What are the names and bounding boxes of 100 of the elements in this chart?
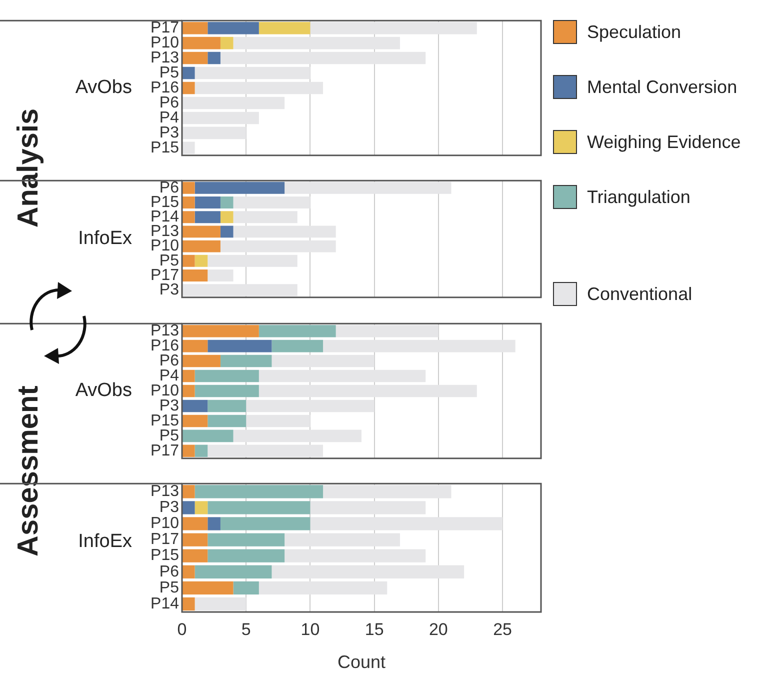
bar	[182, 240, 220, 252]
bar	[208, 444, 324, 457]
bar	[233, 196, 310, 209]
bar	[182, 182, 195, 194]
x-tick-label: 10	[300, 620, 320, 639]
y-tick-label: P3	[159, 396, 180, 414]
bar	[182, 22, 208, 34]
y-tick-label: P6	[159, 94, 180, 112]
bar	[194, 196, 220, 209]
bar	[233, 226, 336, 238]
bar	[220, 226, 234, 238]
y-axis-title: AvObs	[74, 77, 132, 100]
x-axis-title: Count	[337, 652, 386, 672]
bar	[182, 354, 220, 367]
bar	[182, 581, 234, 594]
bar	[220, 196, 234, 209]
bar	[208, 399, 246, 412]
y-tick-label: P15	[150, 547, 180, 564]
bar	[182, 196, 195, 209]
y-tick-label: P13	[150, 482, 180, 500]
bar	[182, 500, 195, 514]
bar	[182, 52, 208, 64]
y-tick-label: P5	[159, 426, 180, 444]
bar	[246, 399, 374, 412]
bar	[272, 354, 374, 367]
y-tick-label: P14	[150, 595, 180, 612]
bar	[258, 384, 477, 397]
y-tick-label: P6	[159, 563, 180, 580]
bar	[310, 22, 477, 34]
y-tick-label: P10	[150, 238, 180, 255]
bar	[284, 182, 452, 194]
bar	[194, 444, 208, 457]
bar	[194, 211, 220, 224]
bar	[182, 340, 208, 352]
y-tick-label: P15	[150, 412, 180, 429]
y-tick-label: P6	[159, 352, 180, 370]
bar	[208, 22, 259, 34]
legend-label: Conventional	[587, 284, 692, 304]
bar	[182, 255, 195, 268]
bar	[182, 66, 195, 80]
bar	[246, 414, 310, 427]
bar	[194, 565, 272, 578]
y-axis-title: InfoEx	[77, 228, 132, 250]
y-tick-label: P15	[150, 194, 180, 212]
y-tick-label: P10	[150, 514, 180, 532]
bar	[194, 484, 324, 498]
y-tick-label: P16	[150, 337, 180, 354]
y-tick-label: P3	[159, 124, 180, 142]
y-tick-label: P5	[159, 252, 180, 270]
bar	[233, 211, 298, 224]
bar	[208, 516, 220, 530]
bar	[220, 516, 310, 530]
bar	[336, 324, 438, 337]
bar	[258, 22, 310, 34]
bar	[258, 324, 336, 337]
bar	[194, 500, 208, 514]
y-tick-label: P13	[150, 49, 180, 66]
x-tick-label: 15	[364, 620, 384, 639]
bar	[323, 340, 516, 352]
x-tick-label: 20	[428, 620, 448, 639]
y-axis-title: AvObs	[74, 380, 132, 402]
y-tick-label: P13	[150, 223, 180, 240]
bar	[182, 142, 195, 154]
x-tick-label: 5	[241, 620, 251, 639]
bar	[194, 255, 208, 268]
y-tick-label: P4	[159, 367, 180, 384]
bar	[220, 354, 272, 367]
bar	[258, 369, 426, 382]
y-tick-label: P17	[150, 442, 180, 459]
y-tick-label: P5	[159, 64, 180, 82]
bar	[284, 532, 400, 546]
bar	[182, 429, 234, 442]
legend-label: Triangulation	[587, 186, 690, 208]
bar	[182, 444, 195, 457]
bar	[310, 516, 503, 530]
y-tick-label: P16	[150, 79, 180, 96]
y-tick-label: P3	[159, 498, 180, 516]
bar	[208, 52, 220, 64]
text: Analysis	[12, 108, 46, 228]
bar	[194, 384, 259, 397]
y-tick-label: P5	[159, 579, 180, 596]
y-tick-label: P6	[159, 179, 180, 196]
y-tick-label: P14	[150, 208, 180, 226]
bar	[208, 532, 285, 546]
legend-label: Weighing Evidence	[587, 132, 741, 152]
bar	[208, 340, 272, 352]
bar	[284, 549, 426, 562]
bar	[194, 182, 285, 194]
bar	[220, 211, 234, 224]
legend-label: Speculation	[587, 22, 682, 42]
y-axis-title: InfoEx	[77, 531, 132, 553]
bar	[182, 324, 259, 337]
bar	[182, 36, 220, 50]
bar	[182, 369, 195, 382]
bar	[182, 284, 298, 296]
bar	[272, 340, 324, 352]
bar	[272, 565, 464, 578]
bar	[310, 500, 426, 514]
bar	[182, 399, 208, 412]
x-tick-label: 0	[177, 620, 187, 639]
